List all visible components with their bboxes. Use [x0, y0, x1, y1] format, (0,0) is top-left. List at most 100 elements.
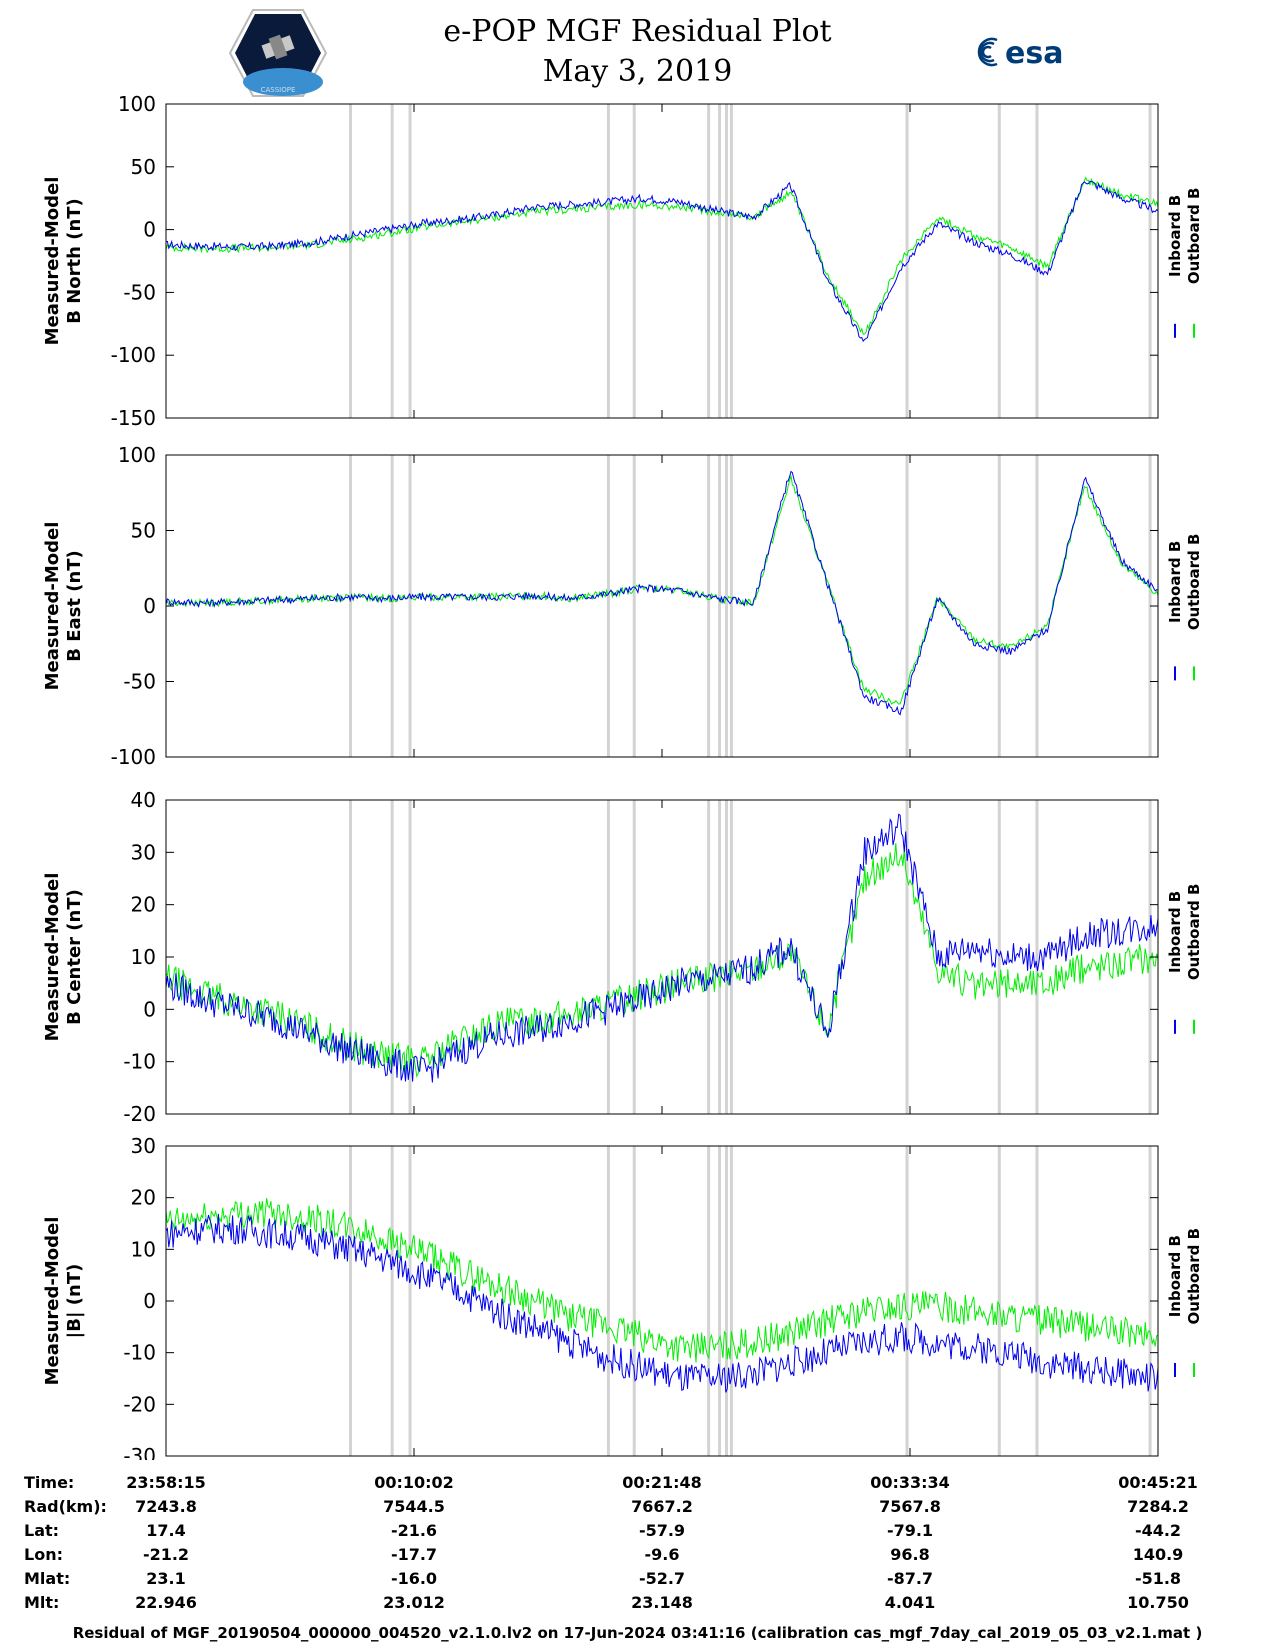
y-tick-label: 10 — [131, 945, 156, 969]
gap-band — [729, 104, 733, 418]
y-tick-label: -20 — [123, 1392, 156, 1416]
table-cell: -79.1 — [886, 1521, 934, 1540]
y-tick-label: -100 — [111, 343, 156, 367]
table-row: Rad(km): 7243.8 7544.5 7667.2 7567.8 7284.2 — [0, 1497, 1275, 1521]
series-outboard-line — [165, 475, 1159, 705]
gap-band — [606, 800, 610, 1114]
series-inboard-line — [165, 470, 1159, 716]
gap-band — [729, 800, 733, 1114]
gap-band — [1035, 104, 1039, 418]
table-cell: 10.750 — [1127, 1593, 1189, 1612]
table-cell: 23.148 — [631, 1593, 693, 1612]
legend-label: Inboard B — [1166, 1235, 1184, 1317]
y-tick-label: 30 — [131, 840, 156, 864]
gap-band — [718, 455, 722, 757]
plot-frame — [165, 799, 1159, 1115]
gap-band — [349, 1146, 353, 1456]
gap-band — [724, 455, 728, 757]
gap-band — [997, 1146, 1001, 1456]
table-row-label: Mlat: — [24, 1569, 71, 1588]
gap-band — [905, 104, 909, 418]
table-cell: -52.7 — [638, 1569, 686, 1588]
gap-band — [1148, 104, 1152, 418]
plot-frame — [165, 103, 1159, 419]
gap-band — [724, 104, 728, 418]
y-tick-label: 100 — [118, 443, 156, 467]
table-row: Mlat: 23.1 -16.0 -52.7 -87.7 -51.8 — [0, 1569, 1275, 1593]
gap-band — [390, 1146, 394, 1456]
plot-date: May 3, 2019 — [542, 54, 733, 89]
table-row-label: Rad(km): — [24, 1497, 107, 1516]
gap-band — [724, 800, 728, 1114]
gap-band — [1035, 455, 1039, 757]
table-cell: -21.2 — [142, 1545, 190, 1564]
gap-band — [707, 800, 711, 1114]
esa-logo: esa — [977, 36, 1063, 71]
table-cell: 00:10:02 — [374, 1473, 454, 1492]
table-cell: -57.9 — [638, 1521, 686, 1540]
legend-label: Outboard B — [1185, 534, 1203, 631]
gap-band — [390, 800, 394, 1114]
y-tick-label: -100 — [111, 745, 156, 769]
plot-frame — [165, 454, 1159, 758]
table-cell: 7567.8 — [879, 1497, 941, 1516]
y-tick-label: 0 — [143, 997, 156, 1021]
gap-band — [349, 455, 353, 757]
table-cell: 17.4 — [146, 1521, 186, 1540]
gap-band — [718, 1146, 722, 1456]
gap-band — [718, 800, 722, 1114]
table-cell: 96.8 — [890, 1545, 930, 1564]
legend-label: Outboard B — [1185, 188, 1203, 285]
gap-band — [707, 1146, 711, 1456]
gap-band — [632, 1146, 636, 1456]
gap-band — [606, 455, 610, 757]
table-cell: -51.8 — [1134, 1569, 1182, 1588]
series-inboard-line — [165, 180, 1159, 343]
y-tick-label: -150 — [111, 406, 156, 430]
y-tick-label: 100 — [118, 92, 156, 116]
esa-logo-text: esa — [1005, 36, 1063, 71]
y-axis-label: Measured-Model — [42, 177, 63, 346]
y-axis-label: B East (nT) — [64, 550, 85, 662]
cassiope-caption: CASSIOPE — [261, 86, 296, 94]
gap-band — [349, 800, 353, 1114]
y-tick-label: -50 — [123, 670, 156, 694]
y-axis-label: Measured-Model — [42, 522, 63, 691]
plot-frame — [165, 1145, 1159, 1457]
gap-band — [724, 1146, 728, 1456]
gap-band — [905, 1146, 909, 1456]
gap-band — [905, 455, 909, 757]
table-cell: 00:21:48 — [622, 1473, 702, 1492]
table-cell: 7243.8 — [135, 1497, 197, 1516]
table-cell: 140.9 — [1132, 1545, 1184, 1564]
footer-caption: Residual of MGF_20190504_000000_004520_v… — [72, 1624, 1203, 1642]
table-cell: 7284.2 — [1127, 1497, 1189, 1516]
y-tick-label: -20 — [123, 1102, 156, 1126]
table-cell: 23.1 — [146, 1569, 186, 1588]
table-cell: -87.7 — [886, 1569, 934, 1588]
gap-band — [1035, 800, 1039, 1114]
table-cell: 7544.5 — [383, 1497, 445, 1516]
legend-label: Outboard B — [1185, 884, 1203, 981]
gap-band — [606, 104, 610, 418]
y-tick-label: 50 — [131, 519, 156, 543]
y-tick-label: -10 — [123, 1050, 156, 1074]
table-row: Lon: -21.2 -17.7 -9.6 96.8 140.9 — [0, 1545, 1275, 1569]
series-inboard-line — [165, 813, 1159, 1083]
gap-band — [408, 800, 412, 1114]
gap-band — [606, 1146, 610, 1456]
y-tick-label: 0 — [143, 594, 156, 618]
y-tick-label: -30 — [123, 1444, 156, 1460]
table-cell: -16.0 — [390, 1569, 438, 1588]
table-row-label: Lat: — [24, 1521, 60, 1540]
table-cell: 23.012 — [383, 1593, 445, 1612]
gap-band — [718, 104, 722, 418]
y-tick-label: 10 — [131, 1237, 156, 1261]
table-row: Mlt: 22.946 23.012 23.148 4.041 10.750 — [0, 1593, 1275, 1617]
legend-label: Inboard B — [1166, 195, 1184, 277]
gap-band — [349, 104, 353, 418]
series-inboard-line — [165, 1213, 1159, 1393]
table-cell: -44.2 — [1134, 1521, 1182, 1540]
table-cell: -9.6 — [644, 1545, 680, 1564]
gap-band — [632, 455, 636, 757]
